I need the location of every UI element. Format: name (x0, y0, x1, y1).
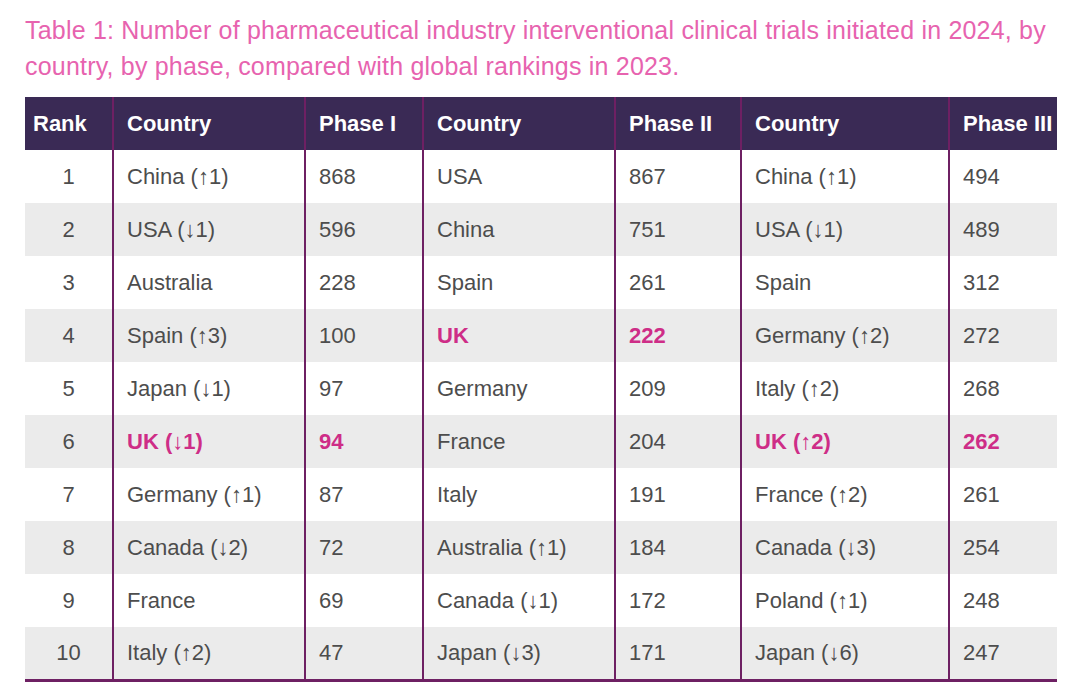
rank-cell: 8 (25, 521, 113, 574)
phase-value-cell: 222 (615, 309, 741, 362)
country-cell: China (↑1) (741, 150, 949, 203)
phase-value-cell: 87 (305, 468, 423, 521)
phase-value-cell: 261 (615, 256, 741, 309)
table-row: 6UK (↓1)94France204UK (↑2)262 (25, 415, 1057, 468)
column-header-country-phase3: Country (741, 97, 949, 150)
phase-value-cell: 262 (949, 415, 1057, 468)
table-row: 1China (↑1)868USA867China (↑1)494 (25, 150, 1057, 203)
rank-cell: 5 (25, 362, 113, 415)
table-row: 5Japan (↓1)97Germany209Italy (↑2)268 (25, 362, 1057, 415)
country-cell: China (↑1) (113, 150, 305, 203)
country-cell: USA (↓1) (113, 203, 305, 256)
phase-value-cell: 248 (949, 574, 1057, 627)
rank-cell: 10 (25, 627, 113, 680)
column-header-phase1: Phase I (305, 97, 423, 150)
phase-value-cell: 596 (305, 203, 423, 256)
phase-value-cell: 191 (615, 468, 741, 521)
country-cell: Japan (↓6) (741, 627, 949, 680)
rank-cell: 9 (25, 574, 113, 627)
phase-value-cell: 261 (949, 468, 1057, 521)
phase-value-cell: 751 (615, 203, 741, 256)
country-cell: USA (423, 150, 615, 203)
country-cell: Canada (↓3) (741, 521, 949, 574)
country-cell: Germany (423, 362, 615, 415)
phase-value-cell: 172 (615, 574, 741, 627)
phase-value-cell: 868 (305, 150, 423, 203)
rank-cell: 3 (25, 256, 113, 309)
rank-cell: 6 (25, 415, 113, 468)
country-cell: Poland (↑1) (741, 574, 949, 627)
country-cell: Japan (↓3) (423, 627, 615, 680)
phase-value-cell: 69 (305, 574, 423, 627)
table-row: 4Spain (↑3)100UK222Germany (↑2)272 (25, 309, 1057, 362)
phase-value-cell: 228 (305, 256, 423, 309)
country-cell: Canada (↓1) (423, 574, 615, 627)
country-cell: Australia (113, 256, 305, 309)
table-row: 3Australia228Spain261Spain312 (25, 256, 1057, 309)
country-cell: Italy (↑2) (113, 627, 305, 680)
column-header-phase3: Phase III (949, 97, 1057, 150)
country-cell: Australia (↑1) (423, 521, 615, 574)
country-cell: Spain (741, 256, 949, 309)
phase-value-cell: 254 (949, 521, 1057, 574)
table-row: 2USA (↓1)596China751USA (↓1)489 (25, 203, 1057, 256)
clinical-trials-table: Rank Country Phase I Country Phase II Co… (25, 97, 1057, 682)
phase-value-cell: 47 (305, 627, 423, 680)
phase-value-cell: 171 (615, 627, 741, 680)
country-cell: USA (↓1) (741, 203, 949, 256)
phase-value-cell: 272 (949, 309, 1057, 362)
table-row: 9France69Canada (↓1)172Poland (↑1)248 (25, 574, 1057, 627)
table-row: 7Germany (↑1)87Italy191France (↑2)261 (25, 468, 1057, 521)
phase-value-cell: 94 (305, 415, 423, 468)
rank-cell: 2 (25, 203, 113, 256)
phase-value-cell: 97 (305, 362, 423, 415)
phase-value-cell: 494 (949, 150, 1057, 203)
country-cell: UK (423, 309, 615, 362)
country-cell: Japan (↓1) (113, 362, 305, 415)
table-header: Rank Country Phase I Country Phase II Co… (25, 97, 1057, 150)
column-header-country-phase2: Country (423, 97, 615, 150)
phase-value-cell: 489 (949, 203, 1057, 256)
country-cell: Italy (423, 468, 615, 521)
rank-cell: 7 (25, 468, 113, 521)
phase-value-cell: 72 (305, 521, 423, 574)
rank-cell: 4 (25, 309, 113, 362)
country-cell: France (113, 574, 305, 627)
country-cell: UK (↓1) (113, 415, 305, 468)
country-cell: France (423, 415, 615, 468)
phase-value-cell: 184 (615, 521, 741, 574)
header-row: Rank Country Phase I Country Phase II Co… (25, 97, 1057, 150)
country-cell: Italy (↑2) (741, 362, 949, 415)
country-cell: China (423, 203, 615, 256)
table-row: 10Italy (↑2)47Japan (↓3)171Japan (↓6)247 (25, 627, 1057, 680)
phase-value-cell: 867 (615, 150, 741, 203)
phase-value-cell: 204 (615, 415, 741, 468)
country-cell: Spain (↑3) (113, 309, 305, 362)
phase-value-cell: 312 (949, 256, 1057, 309)
country-cell: Germany (↑1) (113, 468, 305, 521)
country-cell: Canada (↓2) (113, 521, 305, 574)
column-header-rank: Rank (25, 97, 113, 150)
phase-value-cell: 100 (305, 309, 423, 362)
phase-value-cell: 247 (949, 627, 1057, 680)
table-row: 8Canada (↓2)72Australia (↑1)184Canada (↓… (25, 521, 1057, 574)
table-caption: Table 1: Number of pharmaceutical indust… (25, 12, 1065, 84)
country-cell: Germany (↑2) (741, 309, 949, 362)
rank-cell: 1 (25, 150, 113, 203)
country-cell: France (↑2) (741, 468, 949, 521)
phase-value-cell: 209 (615, 362, 741, 415)
country-cell: Spain (423, 256, 615, 309)
table-body: 1China (↑1)868USA867China (↑1)4942USA (↓… (25, 150, 1057, 680)
phase-value-cell: 268 (949, 362, 1057, 415)
column-header-phase2: Phase II (615, 97, 741, 150)
country-cell: UK (↑2) (741, 415, 949, 468)
column-header-country-phase1: Country (113, 97, 305, 150)
